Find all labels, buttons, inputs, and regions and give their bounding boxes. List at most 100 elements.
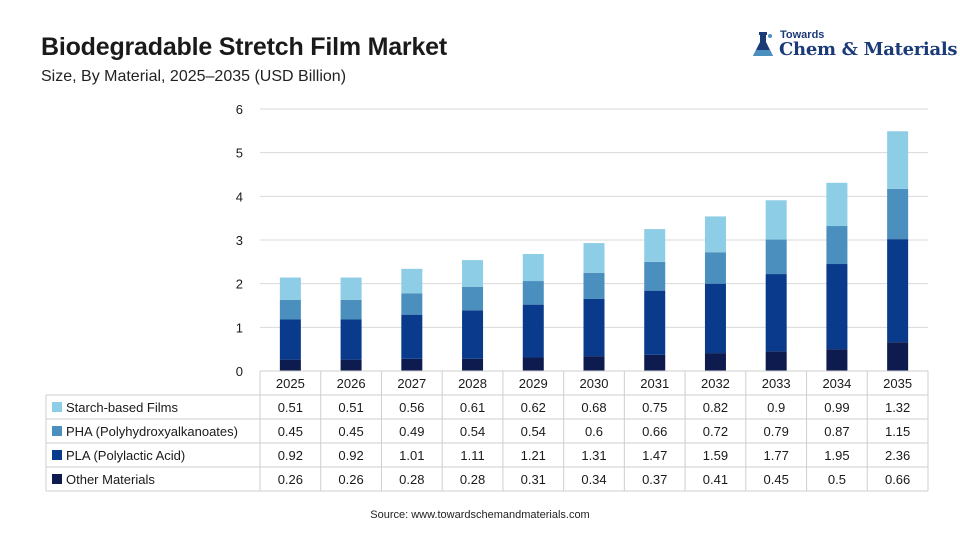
bar-segment — [279, 359, 301, 371]
bar-segment — [887, 131, 909, 189]
data-label: 1.59 — [703, 448, 728, 463]
y-tick-label: 6 — [236, 102, 243, 117]
bar-segment — [704, 283, 726, 354]
x-tick-label: 2034 — [822, 376, 851, 391]
bar-segment — [522, 357, 544, 371]
y-tick-label: 5 — [236, 146, 243, 161]
bar-segment — [887, 342, 909, 371]
data-label: 1.21 — [521, 448, 546, 463]
data-label: 0.92 — [338, 448, 363, 463]
data-label: 0.9 — [767, 400, 785, 415]
bar-segment — [826, 182, 848, 227]
bar-segment — [522, 253, 544, 282]
x-tick-label: 2029 — [519, 376, 548, 391]
data-label: 1.01 — [399, 448, 424, 463]
chart-title: Biodegradable Stretch Film Market — [41, 33, 447, 61]
data-label: 0.54 — [521, 424, 546, 439]
x-tick-label: 2035 — [883, 376, 912, 391]
bar-segment — [340, 299, 362, 320]
bar-segment — [704, 216, 726, 253]
y-tick-label: 2 — [236, 277, 243, 292]
x-tick-label: 2025 — [276, 376, 305, 391]
data-label: 0.87 — [824, 424, 849, 439]
bar-segment — [462, 286, 484, 311]
legend-entry: PHA (Polyhydroxyalkanoates) — [66, 424, 238, 439]
bar-segment — [826, 264, 848, 350]
data-label: 0.75 — [642, 400, 667, 415]
bar-segment — [887, 239, 909, 343]
flask-icon — [753, 32, 773, 56]
data-label: 0.6 — [585, 424, 603, 439]
data-label: 0.26 — [338, 472, 363, 487]
y-tick-label: 3 — [236, 233, 243, 248]
bar-segment — [644, 229, 666, 262]
legend-swatch — [52, 402, 62, 412]
data-label: 0.5 — [828, 472, 846, 487]
data-label: 0.79 — [764, 424, 789, 439]
legend-entry: Starch-based Films — [66, 400, 178, 415]
data-label: 0.82 — [703, 400, 728, 415]
data-label: 1.11 — [460, 448, 484, 463]
legend-entry: Other Materials — [66, 472, 155, 487]
data-label: 2.36 — [885, 448, 910, 463]
chart-subtitle: Size, By Material, 2025–2035 (USD Billio… — [41, 68, 347, 85]
x-tick-label: 2026 — [337, 376, 366, 391]
source-note: Source: www.towardschemandmaterials.com — [370, 509, 590, 521]
y-tick-label: 0 — [236, 364, 243, 379]
data-label: 0.26 — [278, 472, 303, 487]
x-tick-label: 2030 — [580, 376, 609, 391]
data-label: 1.77 — [764, 448, 789, 463]
bar-segment — [279, 277, 301, 300]
bar-segment — [522, 304, 544, 358]
bar-segment — [644, 261, 666, 291]
data-label: 0.66 — [885, 472, 910, 487]
bar-segment — [765, 274, 787, 352]
data-label: 1.32 — [885, 400, 910, 415]
x-tick-label: 2033 — [762, 376, 791, 391]
bar-segment — [583, 298, 605, 357]
data-label: 0.31 — [521, 472, 546, 487]
x-tick-label: 2028 — [458, 376, 487, 391]
bar-segment — [462, 358, 484, 371]
brand-logo: Towards Chem & Materials — [750, 28, 958, 64]
data-label: 0.41 — [703, 472, 728, 487]
bar-segment — [765, 200, 787, 240]
bar-segment — [583, 356, 605, 371]
y-tick-label: 1 — [236, 320, 243, 335]
logo-text-big: Chem & Materials — [779, 39, 958, 60]
data-label: 0.56 — [399, 400, 424, 415]
x-tick-label: 2031 — [640, 376, 669, 391]
legend-entry: PLA (Polylactic Acid) — [66, 448, 185, 463]
bar-segment — [340, 359, 362, 371]
data-label: 1.47 — [642, 448, 667, 463]
bar-segment — [644, 290, 666, 355]
bar-segment — [401, 358, 423, 371]
bar-segment — [462, 260, 484, 287]
bar-segment — [401, 293, 423, 315]
bar-segment — [583, 243, 605, 273]
data-label: 1.15 — [885, 424, 910, 439]
data-label: 0.51 — [338, 400, 363, 415]
data-label: 0.54 — [460, 424, 485, 439]
logo-text-small: Towards — [780, 29, 825, 41]
bar-segment — [644, 354, 666, 371]
legend-swatch — [52, 426, 62, 436]
data-label: 0.49 — [399, 424, 424, 439]
bar-segment — [279, 299, 301, 320]
data-label: 0.66 — [642, 424, 667, 439]
x-tick-label: 2032 — [701, 376, 730, 391]
bar-segment — [522, 281, 544, 305]
data-label: 0.45 — [278, 424, 303, 439]
bar-segment — [765, 239, 787, 275]
data-label: 0.92 — [278, 448, 303, 463]
data-label: 0.61 — [460, 400, 485, 415]
data-label: 0.45 — [764, 472, 789, 487]
bar-segment — [765, 351, 787, 371]
data-label: 0.51 — [278, 400, 303, 415]
data-label: 0.37 — [642, 472, 667, 487]
data-label: 0.62 — [521, 400, 546, 415]
bar-segment — [279, 319, 301, 360]
bar-segment — [462, 310, 484, 359]
bar-segment — [401, 314, 423, 359]
data-label: 0.28 — [460, 472, 485, 487]
